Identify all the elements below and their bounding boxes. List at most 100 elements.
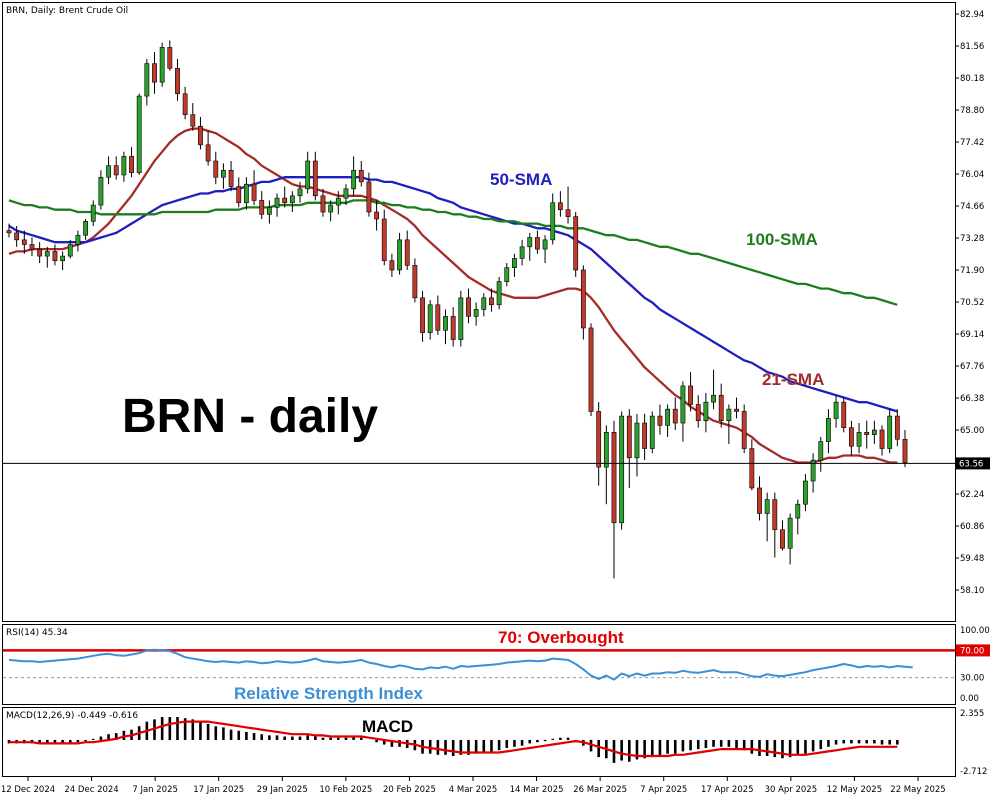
candle-body [67, 244, 73, 257]
candle [213, 151, 219, 185]
candle-body [244, 183, 249, 204]
candle-body [550, 202, 556, 241]
candle-body [795, 503, 801, 519]
rsi-name-label: Relative Strength Index [234, 684, 423, 703]
time-tick-label: 17 Apr 2025 [701, 785, 754, 795]
candle [780, 520, 785, 551]
candle [489, 288, 494, 312]
overbought-label: 70: Overbought [498, 628, 624, 647]
candle-body [588, 327, 594, 412]
candle-body [619, 415, 625, 524]
candle [90, 200, 96, 226]
candle [312, 151, 318, 201]
candle [351, 156, 357, 196]
candle-body [213, 160, 219, 178]
candle [420, 290, 425, 342]
candle [266, 200, 272, 224]
candle [557, 191, 563, 217]
price-tick-label: 69.14 [960, 330, 984, 340]
candle-body [251, 183, 257, 201]
candle-body [672, 408, 678, 424]
candle-body [527, 237, 533, 248]
price-axis: 82.94 81.56 80.18 78.80 77.42 76.04 74.66 73.28… [955, 10, 984, 596]
time-tick-label: 29 Jan 2025 [257, 785, 308, 795]
price-tick-label: 62.24 [960, 490, 984, 500]
macd-tick-label: 2.355 [960, 709, 984, 719]
candle-body [718, 394, 724, 422]
candle-body [144, 63, 150, 97]
candle-body [787, 517, 793, 549]
time-tick-label: 30 Apr 2025 [765, 785, 818, 795]
candle [573, 212, 579, 277]
candle-body [266, 207, 272, 215]
time-tick-label: 10 Feb 2025 [319, 785, 372, 795]
candle-body [481, 297, 487, 310]
candle [588, 323, 594, 417]
candle [726, 404, 732, 444]
candle-body [496, 281, 502, 306]
price-tick-label: 70.52 [960, 298, 984, 308]
candle [67, 239, 73, 259]
candle-body [182, 93, 188, 115]
macd-name-label: MACD [362, 717, 413, 736]
price-tick-label: 58.10 [960, 586, 984, 596]
rsi-panel-frame [2, 624, 956, 705]
candle [221, 163, 226, 189]
candle [787, 513, 793, 565]
candle [190, 103, 196, 131]
candle [703, 392, 709, 433]
candle [29, 237, 35, 257]
candle [749, 439, 755, 491]
candle [381, 209, 387, 266]
candle-body [343, 188, 349, 199]
candle-body [312, 160, 318, 197]
candle [902, 430, 908, 468]
price-tick-label: 76.04 [960, 170, 984, 180]
candle [871, 420, 877, 444]
candle [228, 161, 234, 192]
candle [512, 253, 517, 277]
candle-body [259, 200, 265, 215]
time-tick-label: 22 May 2025 [890, 785, 945, 795]
candle [75, 230, 81, 252]
candle-body [236, 186, 242, 204]
candle-body [381, 218, 387, 262]
candle [259, 191, 265, 219]
candle [688, 372, 693, 412]
candle [98, 170, 104, 210]
candle-body [282, 197, 288, 204]
candle [711, 369, 716, 410]
candle-body [580, 269, 586, 329]
candle [443, 309, 448, 345]
candle-body [688, 385, 693, 405]
candle-body [665, 408, 670, 426]
candle-body [879, 429, 885, 449]
candle-body [741, 411, 747, 449]
candle-body [519, 246, 525, 259]
rsi-tick-label: 0.00 [960, 694, 979, 704]
candle [496, 276, 502, 310]
candle [810, 453, 816, 493]
price-tick-label: 60.86 [960, 522, 984, 532]
candle-body [848, 427, 854, 447]
candle [473, 302, 479, 326]
candle [718, 383, 724, 428]
macd-title: MACD(12,26,9) -0.449 -0.616 [6, 711, 138, 721]
candle [358, 161, 364, 187]
candle-body [14, 232, 20, 241]
candle-body [810, 459, 816, 482]
candle [144, 58, 150, 106]
candle [657, 404, 663, 435]
candle [856, 423, 862, 454]
candle [611, 420, 617, 579]
candle [466, 288, 471, 324]
candle [404, 230, 410, 270]
time-axis: 12 Dec 2024 24 Dec 2024 7 Jan 2025 17 Jan 2… [1, 777, 946, 795]
candle-body [228, 169, 234, 187]
candle [818, 436, 824, 472]
rsi-layer: 100.00 70.00 30.00 0.00 [3, 626, 990, 704]
candle [764, 492, 770, 542]
candle [244, 177, 249, 210]
candle [741, 404, 747, 454]
candle [83, 218, 88, 240]
